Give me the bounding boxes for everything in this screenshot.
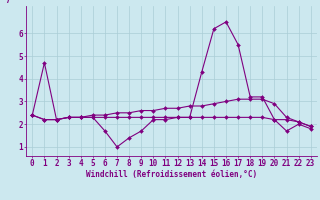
Text: 7: 7 [6, 0, 10, 5]
X-axis label: Windchill (Refroidissement éolien,°C): Windchill (Refroidissement éolien,°C) [86, 170, 257, 179]
